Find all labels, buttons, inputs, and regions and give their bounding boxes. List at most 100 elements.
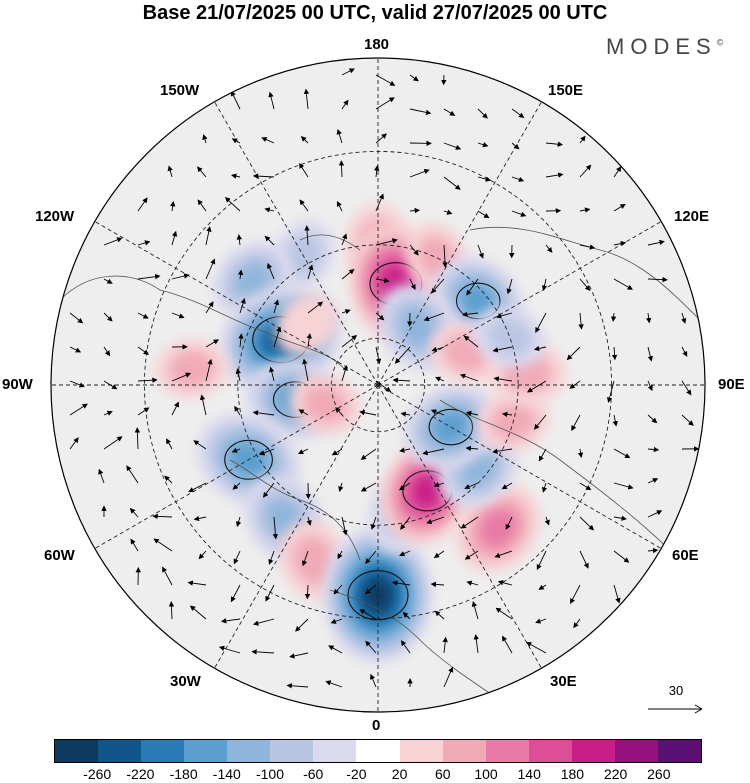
wind-vector xyxy=(434,610,445,620)
meridian-line xyxy=(377,221,662,386)
wind-vector xyxy=(364,584,377,595)
wind-vector xyxy=(400,516,411,530)
lon-label-60w: 60W xyxy=(44,547,75,564)
wind-vector xyxy=(398,482,411,491)
wind-vector xyxy=(303,88,310,110)
wind-vector xyxy=(103,410,113,416)
wind-vector xyxy=(443,666,454,688)
anomaly-contour xyxy=(303,385,348,423)
wind-vector xyxy=(134,427,141,450)
wind-vector xyxy=(375,97,395,110)
wind-vector xyxy=(171,230,178,246)
wind-vector xyxy=(459,373,479,382)
wind-vector xyxy=(166,438,173,450)
wind-vector xyxy=(198,550,207,560)
meridian-line xyxy=(377,101,542,386)
wind-vector xyxy=(613,550,630,563)
wind-vector xyxy=(265,584,275,602)
wind-vector xyxy=(647,239,665,246)
lon-label-30w: 30W xyxy=(170,673,201,690)
wind-vector xyxy=(494,550,513,558)
wind-vector xyxy=(202,134,208,144)
colorbar-tick-label: -20 xyxy=(346,766,367,782)
wind-vector xyxy=(681,414,694,426)
wind-vector xyxy=(306,333,312,348)
anomaly-contour xyxy=(487,318,532,356)
wind-vector xyxy=(647,547,659,554)
wind-vector xyxy=(573,618,581,629)
wind-vector xyxy=(103,278,113,284)
wind-vector xyxy=(525,641,547,654)
colorbar-swatch xyxy=(98,740,142,762)
wind-vector xyxy=(137,273,161,280)
colorbar-tick-label: 180 xyxy=(560,766,585,782)
latitude-circle xyxy=(330,337,426,433)
wind-vector xyxy=(341,335,358,348)
wind-vector xyxy=(171,312,185,319)
wind-vector xyxy=(477,142,489,148)
lon-label-90e: 90E xyxy=(718,376,745,393)
anomaly-blob xyxy=(380,437,475,545)
wind-vector xyxy=(506,278,513,295)
wind-vector xyxy=(409,278,416,291)
lon-label-90w: 90W xyxy=(2,376,33,393)
lon-label-180: 180 xyxy=(364,36,390,53)
wind-vector xyxy=(231,447,241,453)
wind-vector xyxy=(492,346,513,353)
wind-vector xyxy=(423,312,445,322)
wind-vector xyxy=(375,238,398,246)
wind-vector xyxy=(205,358,213,382)
wind-vector xyxy=(331,448,343,456)
wind-vector xyxy=(497,580,513,586)
wind-vector xyxy=(443,176,461,190)
wind-vector xyxy=(399,550,411,557)
wind-vector xyxy=(304,584,311,600)
colorbar-swatch xyxy=(227,740,271,762)
wind-vector xyxy=(103,380,118,390)
wind-vector xyxy=(238,333,244,348)
lon-label-150w: 150W xyxy=(160,82,200,99)
wind-vector xyxy=(375,193,384,212)
anomaly-contour xyxy=(292,535,336,586)
colorbar-swatch xyxy=(528,740,572,762)
wind-vector xyxy=(231,173,241,179)
wind-vector xyxy=(426,516,445,525)
wind-vector xyxy=(613,240,627,247)
wind-vector xyxy=(466,580,479,586)
wind-vector xyxy=(645,312,652,324)
lon-label-150e: 150E xyxy=(548,82,584,99)
wind-vector xyxy=(306,516,312,526)
wind-vector xyxy=(338,160,345,178)
anomaly-contour xyxy=(479,508,517,548)
wind-vector xyxy=(538,448,547,462)
wind-vectors xyxy=(69,68,700,689)
wind-vector xyxy=(360,482,377,492)
wind-vector xyxy=(533,345,547,352)
colorbar-swatch xyxy=(184,740,228,762)
wind-vector xyxy=(103,436,123,450)
anomaly-contour xyxy=(275,294,338,355)
wind-vector xyxy=(338,482,344,492)
lon-label-60e: 60E xyxy=(672,547,699,564)
wind-vector xyxy=(433,550,445,558)
wind-vector xyxy=(571,414,581,431)
wind-vector xyxy=(394,346,411,364)
wind-vector xyxy=(464,550,479,560)
wind-vector xyxy=(442,244,448,268)
colorbar-tick-label: 260 xyxy=(647,766,671,782)
wind-vector xyxy=(341,233,348,246)
wind-vector xyxy=(98,468,105,484)
wind-vector xyxy=(460,516,479,529)
wind-vector xyxy=(231,138,241,144)
wind-vector xyxy=(399,447,411,453)
colorbar-tick-label: 100 xyxy=(474,766,498,782)
wind-vector xyxy=(477,108,488,119)
wind-vector xyxy=(477,210,490,219)
height-contour xyxy=(224,439,273,480)
colorbar-ticks: -260 -220 -180 -140 -100 -60 -20 20 60 100 140 180 2… xyxy=(0,766,750,783)
wind-vector xyxy=(647,446,660,453)
wind-vector xyxy=(336,128,343,144)
wind-vector xyxy=(268,91,275,110)
wind-vector xyxy=(535,312,547,333)
wind-vector xyxy=(431,278,445,294)
